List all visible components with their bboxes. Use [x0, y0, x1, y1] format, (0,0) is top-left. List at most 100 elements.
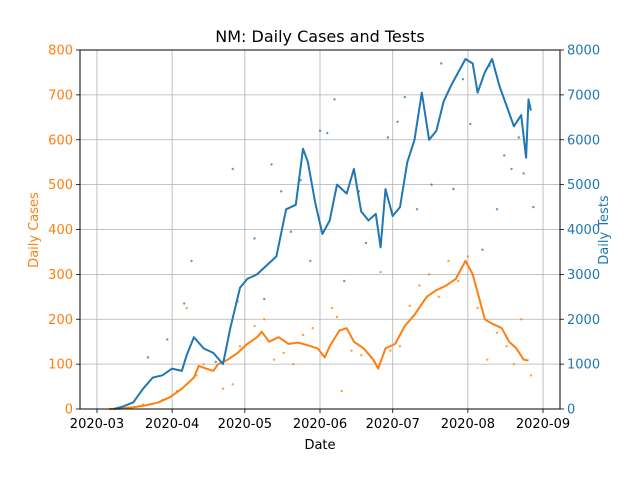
x-axis-label: Date: [304, 438, 335, 453]
cases-point: [418, 284, 421, 287]
tests-point: [386, 136, 390, 139]
tests-point: [403, 95, 407, 99]
y-right-tick-label: 2000: [567, 313, 600, 328]
y-left-tick-label: 100: [48, 358, 73, 373]
cases-point: [408, 304, 411, 307]
tests-line: [113, 58, 532, 410]
cases-point: [202, 362, 205, 366]
tests-point: [517, 136, 520, 139]
x-tick-label: 2020-03: [70, 417, 124, 432]
cases-point: [529, 374, 533, 377]
y-left-tick-label: 600: [48, 133, 73, 148]
tests-point: [452, 187, 455, 191]
y-right-tick-label: 5000: [567, 178, 600, 193]
cases-point: [272, 358, 276, 361]
cases-point: [301, 333, 305, 337]
tests-point: [214, 360, 217, 364]
tests-point: [166, 338, 169, 341]
tests-scatter: [146, 62, 535, 364]
tests-point: [270, 163, 273, 166]
y-left-tick-label: 800: [48, 44, 73, 59]
tests-point: [190, 259, 193, 263]
y-right-tick-label: 3000: [567, 268, 600, 283]
cases-point: [512, 362, 516, 366]
cases-point: [476, 306, 479, 310]
y-left-tick-label: 200: [48, 313, 73, 328]
cases-point: [447, 259, 450, 263]
tests-point: [183, 302, 186, 305]
cases-point: [427, 273, 431, 276]
tests-point: [440, 62, 443, 65]
y-left-tick-label: 0: [65, 403, 73, 418]
x-tick-label: 2020-07: [366, 417, 420, 432]
cases-point: [221, 387, 225, 391]
cases-point: [292, 362, 295, 366]
tests-point: [364, 241, 368, 245]
tests-point: [522, 172, 525, 175]
y-right-tick-label: 8000: [567, 44, 600, 59]
tests-point: [289, 230, 293, 233]
tests-point: [280, 190, 283, 193]
tests-point: [343, 279, 346, 283]
x-tick-label: 2020-05: [218, 417, 272, 432]
y-right-tick-label: 6000: [567, 133, 600, 148]
tests-point: [415, 208, 419, 211]
cases-point: [456, 279, 460, 283]
y-axis-right-label: Daily Tests: [597, 195, 612, 265]
tests-point: [263, 297, 266, 301]
y-axis-left-label: Daily Cases: [27, 192, 42, 268]
cases-point: [360, 353, 363, 357]
y-left-tick-label: 500: [48, 178, 73, 193]
cases-point: [495, 331, 499, 334]
y-right-tick-label: 7000: [567, 88, 600, 103]
y-right-tick-label: 4000: [567, 223, 600, 238]
tests-point: [231, 167, 234, 171]
tests-point: [318, 129, 322, 132]
cases-line: [109, 259, 529, 410]
cases-point: [335, 315, 339, 319]
cases-point: [330, 306, 334, 310]
x-tick-label: 2020-09: [516, 417, 570, 432]
tests-point: [495, 208, 499, 211]
cases-point: [437, 295, 440, 299]
x-tick-label: 2020-04: [145, 417, 199, 432]
cases-point: [311, 327, 314, 330]
tests-point: [503, 154, 506, 157]
chart-title: NM: Daily Cases and Tests: [215, 27, 424, 46]
tests-point: [461, 77, 465, 81]
x-tick-label: 2020-08: [441, 417, 495, 432]
cases-scatter: [141, 255, 533, 406]
tests-point: [396, 120, 399, 124]
x-tick-label: 2020-06: [293, 417, 347, 432]
y-right-tick-label: 1000: [567, 358, 600, 373]
cases-point: [231, 383, 234, 386]
series-lines: [109, 58, 532, 410]
cases-point: [350, 349, 353, 352]
tests-point: [532, 205, 535, 209]
tests-point: [469, 122, 472, 126]
tests-point: [333, 98, 336, 101]
cases-point: [389, 349, 392, 352]
cases-point: [379, 270, 382, 274]
cases-point: [520, 318, 523, 321]
tests-point: [326, 131, 329, 135]
cases-point: [253, 324, 256, 328]
tests-point: [481, 248, 484, 251]
tests-point: [430, 183, 433, 186]
cases-point: [282, 351, 285, 355]
cases-point: [340, 389, 344, 393]
y-right-tick-label: 0: [567, 403, 575, 418]
axes: 2020-03 2020-04 2020-05 2020-06 2020-07 2020-…: [48, 44, 600, 433]
tests-point: [510, 167, 513, 171]
tests-point: [253, 237, 256, 240]
cases-point: [238, 344, 242, 348]
y-left-tick-label: 700: [48, 88, 73, 103]
cases-point: [486, 358, 489, 361]
y-left-tick-label: 300: [48, 268, 73, 283]
tests-point: [309, 259, 312, 263]
cases-point: [185, 306, 188, 310]
y-left-tick-label: 400: [48, 223, 73, 238]
cases-point: [398, 344, 402, 348]
cases-point: [466, 255, 470, 258]
